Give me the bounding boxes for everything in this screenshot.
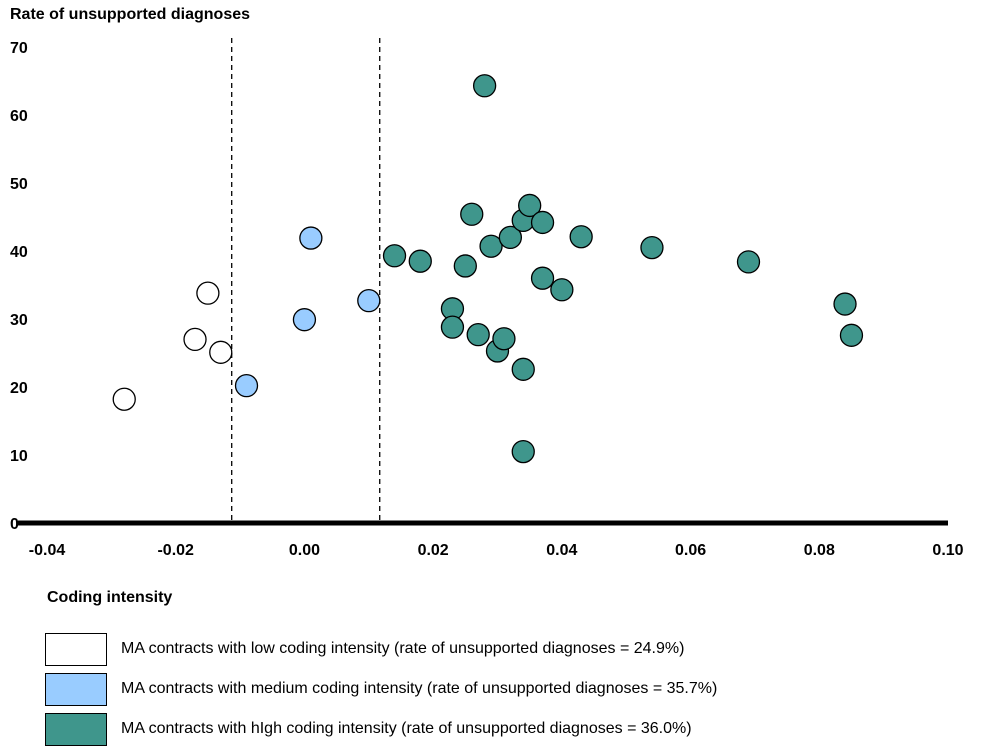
legend: MA contracts with low coding intensity (… [45, 629, 717, 749]
data-point-series-2 [460, 202, 484, 226]
legend-swatch-medium [45, 672, 107, 706]
data-point-series-2 [530, 210, 555, 235]
legend-swatch-high [45, 712, 107, 746]
data-point-series-2 [492, 327, 516, 351]
data-point-series-0 [209, 340, 233, 364]
data-point-series-2 [472, 74, 497, 98]
y-tick-label: 0 [10, 516, 19, 533]
data-point-series-2 [382, 244, 407, 268]
x-tick-label: 0.10 [932, 542, 963, 559]
legend-swatch-low [45, 632, 107, 666]
data-point-series-2 [530, 266, 555, 290]
data-point-series-2 [736, 250, 761, 274]
y-tick-label: 10 [10, 448, 28, 465]
x-tick-label: -0.02 [157, 542, 194, 559]
y-tick-label: 70 [10, 40, 28, 57]
data-point-series-2 [511, 439, 535, 464]
y-tick-label: 40 [10, 244, 28, 261]
data-point-series-2 [839, 323, 864, 347]
legend-item-low: MA contracts with low coding intensity (… [45, 629, 717, 669]
legend-item-medium: MA contracts with medium coding intensit… [45, 669, 717, 709]
data-point-series-2 [518, 193, 542, 218]
data-point-series-1 [299, 226, 323, 250]
x-tick-label: 0.02 [418, 542, 449, 559]
x-tick-label: 0.00 [289, 542, 320, 559]
legend-label-medium: MA contracts with medium coding intensit… [121, 680, 718, 697]
data-point-series-2 [466, 322, 490, 347]
data-point-series-2 [833, 292, 857, 316]
data-point-series-2 [453, 254, 477, 278]
data-point-series-2 [498, 225, 523, 250]
data-point-series-2 [640, 235, 664, 260]
x-tick-label: 0.04 [546, 542, 577, 559]
x-tick-label: -0.04 [29, 542, 66, 559]
data-point-series-1 [357, 288, 381, 313]
legend-label-low: MA contracts with low coding intensity (… [121, 640, 685, 657]
legend-item-high: MA contracts with hIgh coding intensity … [45, 709, 717, 749]
data-point-series-2 [440, 315, 465, 339]
y-tick-label: 60 [10, 108, 28, 125]
y-tick-label: 20 [10, 380, 28, 397]
data-point-series-0 [183, 327, 207, 352]
data-point-series-2 [550, 278, 574, 302]
x-tick-label: 0.06 [675, 542, 706, 559]
legend-label-high: MA contracts with hIgh coding intensity … [121, 720, 692, 737]
data-point-series-2 [511, 357, 535, 381]
scatter-chart: 0 10 20 30 40 50 60 70 -0.04 -0.02 0.00 0.02 0.04 0.… [10, 38, 964, 559]
data-point-series-2 [408, 249, 432, 273]
legend-title: Coding intensity [47, 589, 173, 606]
y-axis-title: Rate of unsupported diagnoses [10, 6, 251, 23]
data-point-series-2 [479, 234, 503, 258]
data-point-series-1 [234, 373, 259, 398]
x-tick-label: 0.08 [804, 542, 835, 559]
data-point-series-0 [112, 387, 136, 411]
data-point-series-0 [196, 281, 220, 305]
data-point-series-1 [292, 308, 317, 332]
y-tick-label: 50 [10, 176, 28, 193]
data-point-series-2 [569, 225, 593, 249]
y-tick-label: 30 [10, 312, 28, 329]
